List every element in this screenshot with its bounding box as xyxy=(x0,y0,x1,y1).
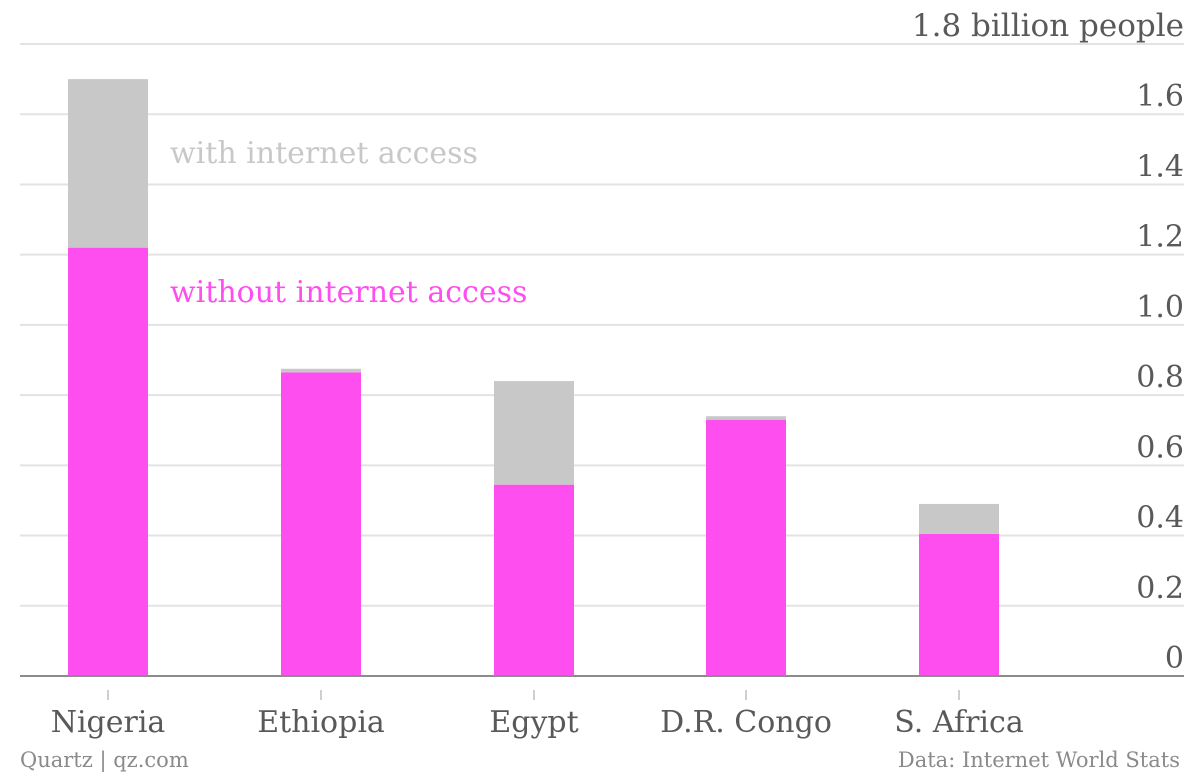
bar-segment xyxy=(494,484,574,676)
y-tick-label: 1.4 xyxy=(1136,149,1184,184)
bar-segment xyxy=(281,372,361,676)
bar-segment xyxy=(919,533,999,676)
bar-segment xyxy=(919,503,999,534)
y-tick-label: 0.6 xyxy=(1136,430,1184,465)
bars xyxy=(68,79,999,676)
x-tick-label: Ethiopia xyxy=(257,705,385,740)
gridlines xyxy=(20,43,1184,607)
data-source: Data: Internet World Stats xyxy=(898,748,1180,772)
y-tick-label: 1.0 xyxy=(1136,290,1184,325)
series-label-with-internet: with internet access xyxy=(170,136,478,171)
series-labels: with internet access without internet acc… xyxy=(170,136,527,310)
bar-segment xyxy=(68,79,148,248)
bar-segment xyxy=(281,368,361,373)
y-tick-label: 1.6 xyxy=(1136,79,1184,114)
y-axis-ticks: 0 0.2 0.4 0.6 0.8 1.0 1.2 1.4 1.6 xyxy=(1136,79,1184,676)
y-tick-label: 0.4 xyxy=(1136,501,1184,536)
source-credit: Quartz | qz.com xyxy=(20,748,189,773)
x-tick-label: Nigeria xyxy=(51,705,166,740)
x-tick-label: S. Africa xyxy=(894,705,1024,740)
x-tick-label: Egypt xyxy=(489,705,578,740)
y-axis-unit-label: 1.8 billion people xyxy=(912,8,1184,44)
y-tick-label: 0.2 xyxy=(1136,571,1184,606)
x-axis: Nigeria Ethiopia Egypt D.R. Congo S. Africa xyxy=(20,675,1184,740)
y-tick-label: 0.8 xyxy=(1136,360,1184,395)
series-label-without-internet: without internet access xyxy=(170,275,527,310)
bar-segment xyxy=(706,416,786,420)
y-tick-label: 1.2 xyxy=(1136,220,1184,255)
x-tick-label: D.R. Congo xyxy=(660,705,832,740)
bar-segment xyxy=(706,419,786,676)
y-tick-label: 0 xyxy=(1165,641,1184,676)
bar-segment xyxy=(494,381,574,485)
bar-segment xyxy=(68,247,148,676)
